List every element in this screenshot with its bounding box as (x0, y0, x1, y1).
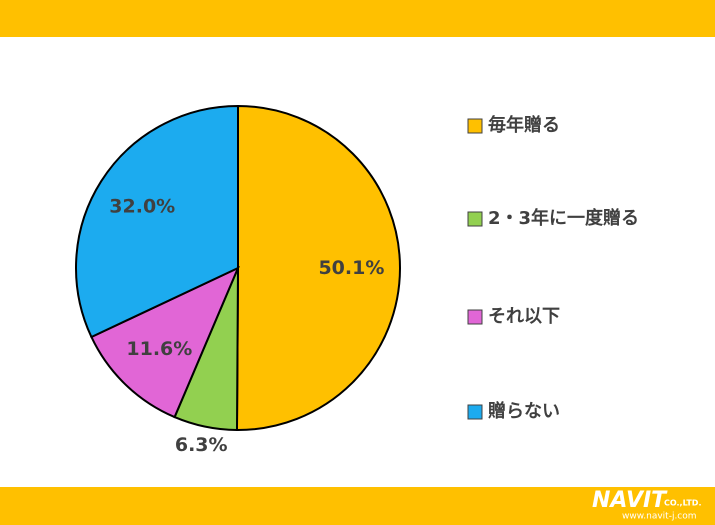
pie-slice (75, 104, 239, 339)
legend-label: それ以下 (488, 306, 560, 327)
pie-slice (235, 104, 401, 431)
pie: 50.1% 6.3% 11.6% 32.0% (75, 104, 401, 456)
data-label: 11.6% (126, 338, 192, 360)
pie-slice (90, 265, 240, 419)
legend-label: 2・3年に一度贈る (488, 207, 639, 229)
legend-label: 毎年贈る (488, 114, 560, 136)
data-label: 50.1% (318, 257, 384, 279)
legend-label: 贈らない (488, 400, 560, 422)
data-label: 6.3% (175, 434, 228, 456)
data-label: 32.0% (109, 196, 175, 218)
logo-name: NAVIT (592, 488, 668, 513)
legend-swatch (467, 118, 483, 134)
logo-url: www.navit-j.com (622, 512, 697, 522)
legend-swatch (467, 309, 483, 325)
legend-swatch (467, 211, 483, 227)
header-bar (0, 0, 715, 37)
logo-suffix: CO.,LTD. (664, 499, 701, 508)
footer-bar (0, 487, 715, 525)
legend-swatch (467, 404, 483, 420)
